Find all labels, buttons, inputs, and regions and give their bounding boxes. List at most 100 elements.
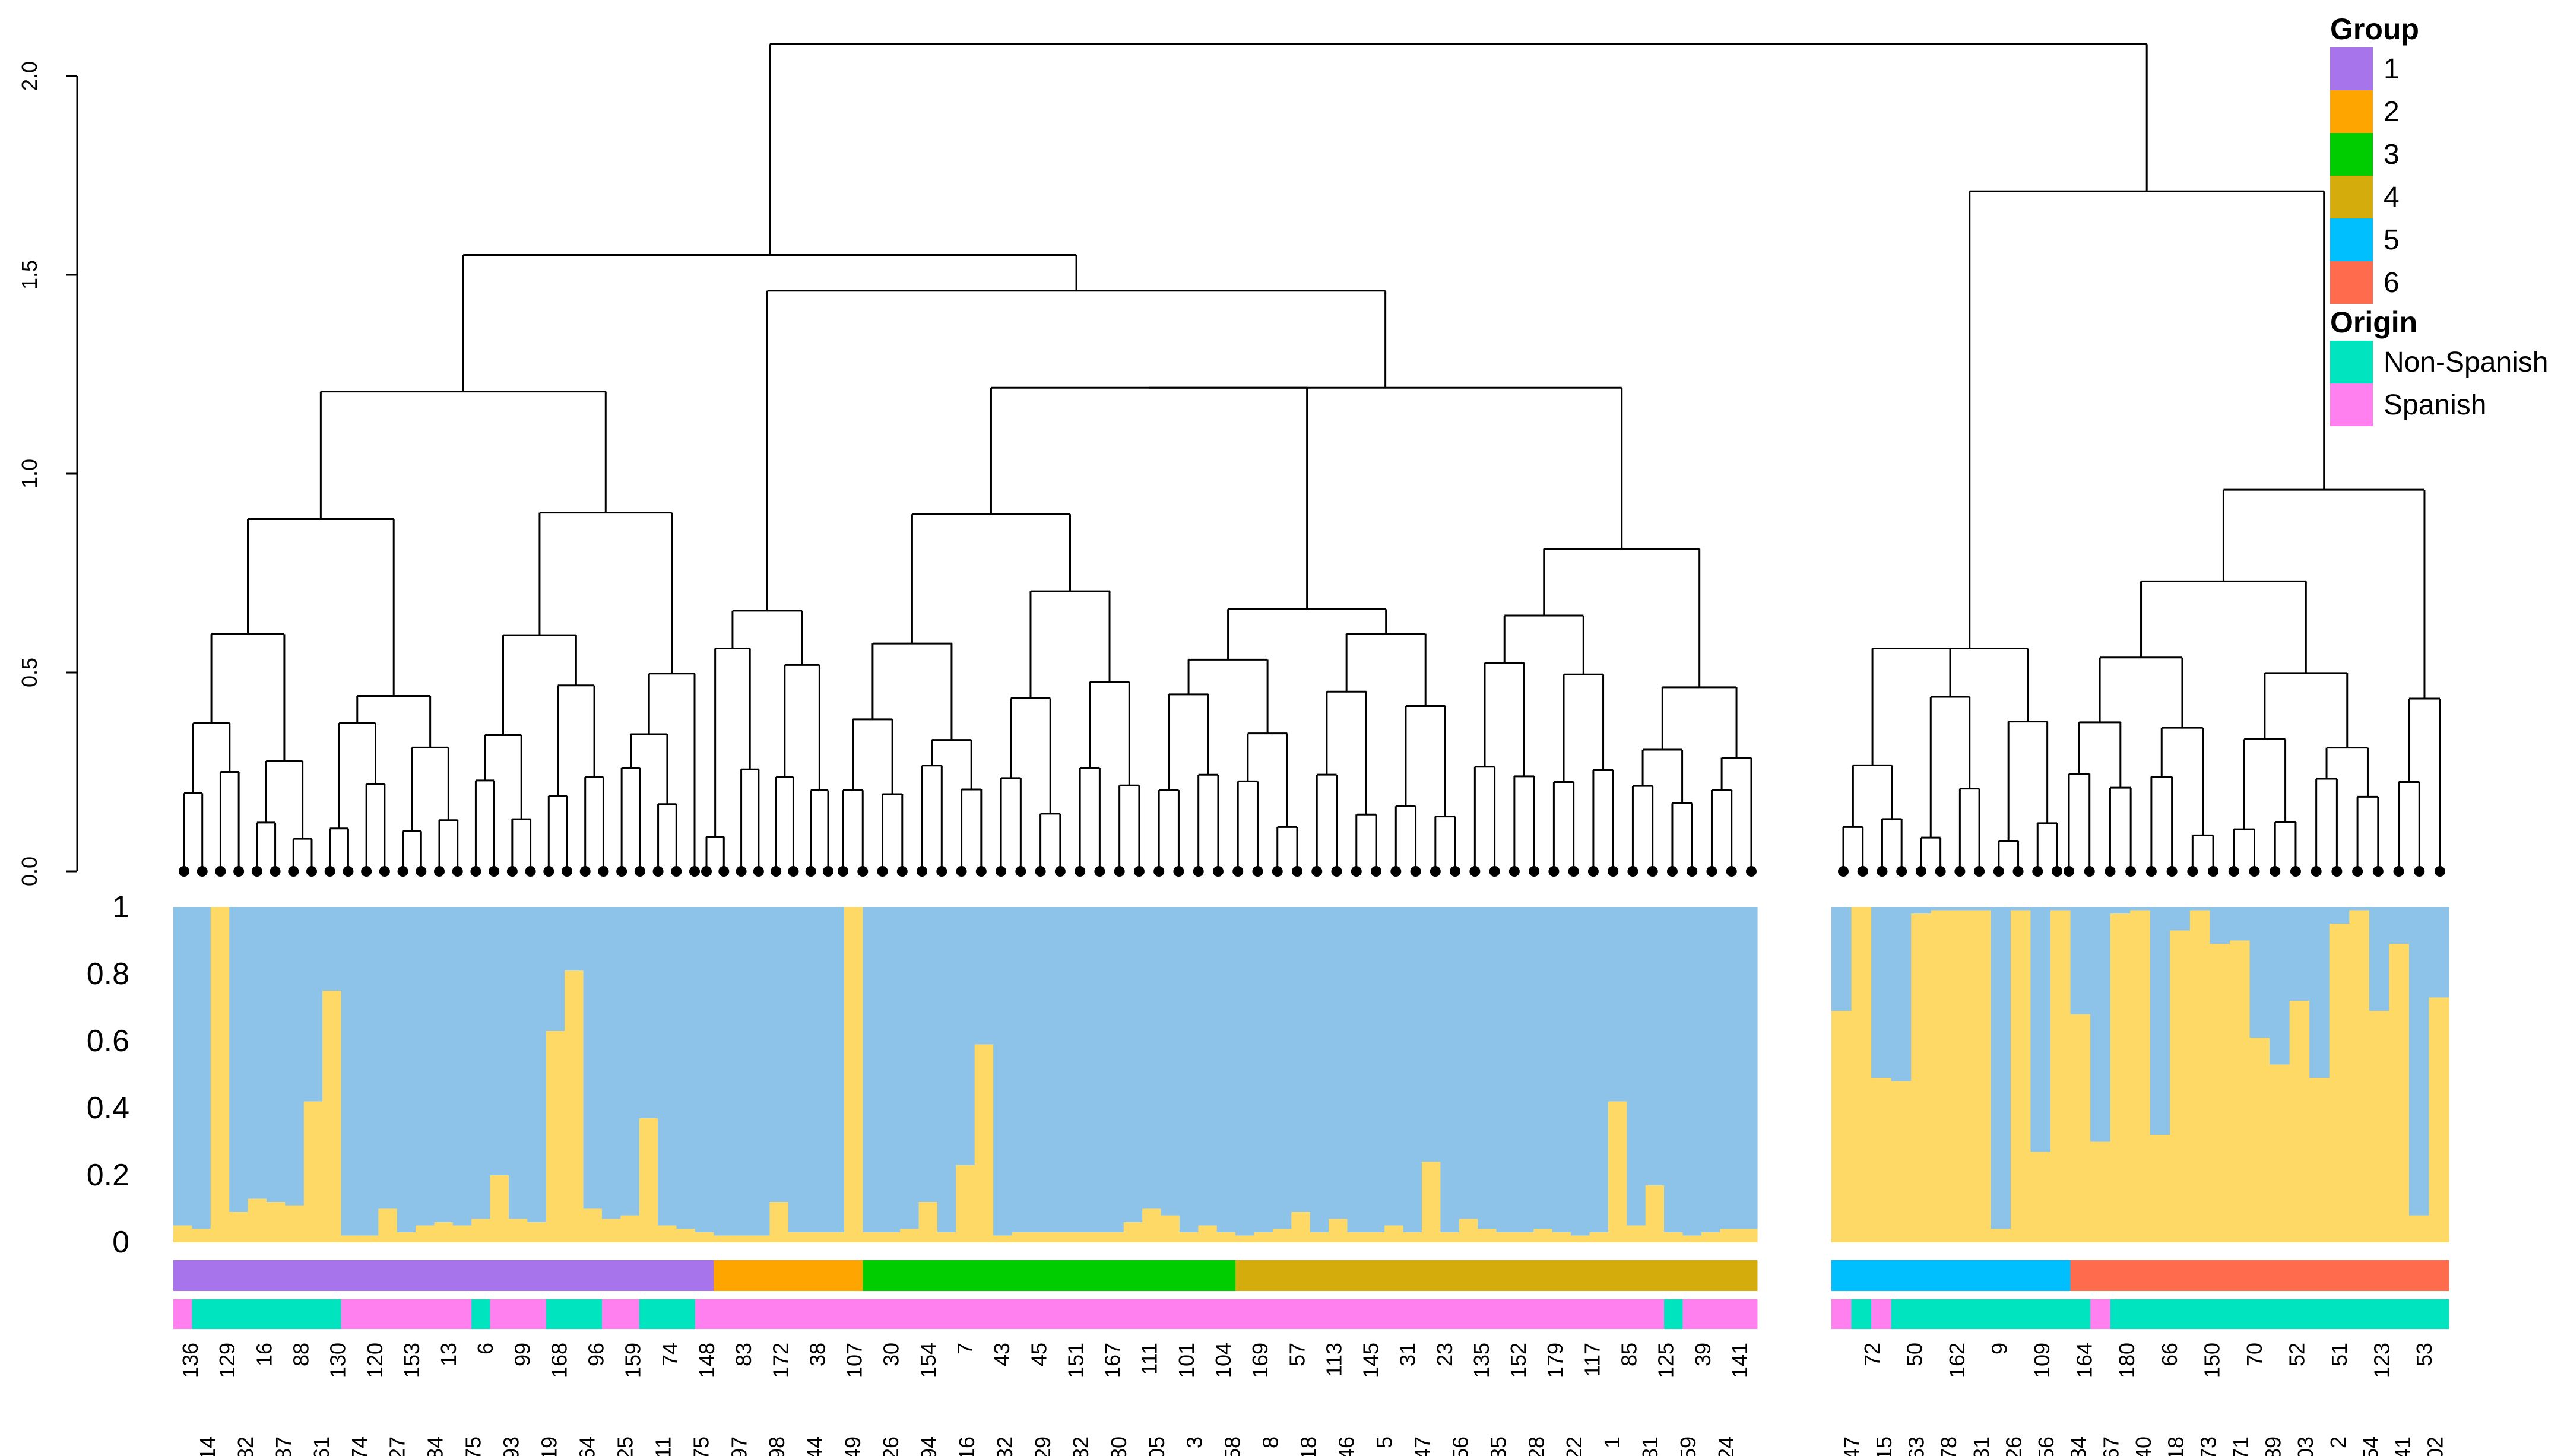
ancestry-bar-plot [173,907,2449,1242]
bar-segment-b [1179,907,1199,1233]
sample-label: 57 [1285,1343,1309,1366]
bar-segment-b [1030,907,1050,1233]
bar-segment-b [769,907,789,1203]
sample-label: 54 [2358,1436,2382,1456]
legend-label: 4 [2384,181,2400,213]
bar-segment-a [1589,1232,1609,1242]
sample-label: 88 [289,1343,313,1366]
bar-segment-a [2050,910,2071,1242]
bar-segment-b [1347,907,1367,1233]
bar-segment-a [434,1222,454,1242]
bar-y-tick-label: 0.6 [87,1024,129,1058]
bar-segment-b [1589,907,1609,1233]
sample-label: 41 [2391,1436,2415,1456]
bar-segment-b [1831,907,1852,1011]
legend-swatch [2330,383,2373,426]
bar-segment-b [1931,907,1951,911]
sample-label: 7 [953,1343,977,1355]
bar-segment-a [1403,1232,1422,1242]
legend-swatch [2330,176,2373,218]
legend-origin-spanish: Spanish [2330,383,2562,426]
bar-segment-b [1627,907,1646,1226]
bar-segment-a [1067,1232,1087,1242]
bar-segment-b [2189,907,2211,911]
bar-segment-b [1608,907,1627,1102]
sample-label: 94 [917,1436,941,1456]
group-strip-segment [714,1260,863,1291]
sample-label: 67 [2099,1436,2123,1456]
sample-label: 99 [510,1343,534,1366]
group-strip-segment [1831,1260,2071,1291]
bar-segment-a [2090,1141,2111,1242]
bar-segment-b [1664,907,1684,1233]
bar-segment-b [1682,907,1702,1236]
bar-segment-a [490,1175,509,1242]
bar-segment-a [2010,910,2031,1242]
sample-label: 43 [990,1343,1014,1366]
y-tick-label: 0.5 [17,658,42,687]
bar-segment-b [378,907,398,1209]
sample-label: 32 [993,1436,1017,1456]
sample-label: 45 [1026,1343,1051,1366]
sample-label: 97 [727,1436,751,1456]
sample-label: 80 [1107,1436,1131,1456]
bar-segment-b [937,907,956,1233]
legend-label: Spanish [2384,389,2487,421]
bar-segment-b [639,907,658,1118]
bar-segment-b [1291,907,1311,1213]
bar-segment-a [416,1225,435,1242]
bar-segment-b [397,907,416,1233]
bar-segment-a [1347,1232,1367,1242]
bar-segment-b [359,907,379,1236]
sample-label: 162 [1945,1343,1969,1378]
bar-segment-a [2210,944,2230,1242]
bar-segment-a [378,1208,398,1242]
bar-segment-a [900,1229,920,1242]
bar-segment-b [434,907,454,1223]
bar-segment-a [1198,1225,1218,1242]
bar-segment-a [1645,1185,1665,1242]
sample-label: 168 [547,1343,571,1378]
sample-label: 134 [2067,1436,2091,1456]
bar-segment-a [583,1208,603,1242]
sample-label: 113 [1321,1343,1346,1376]
bar-segment-a [1310,1232,1329,1242]
sample-label: 141 [1728,1343,1752,1378]
sample-label: 109 [2030,1343,2054,1378]
dendrogram-y-axis: 0.0 0.5 1.0 1.5 2.0 [17,61,78,886]
bar-segment-b [303,907,323,1102]
sample-label: 44 [803,1436,827,1456]
sample-label: 136 [178,1343,202,1378]
sample-label: 167 [1101,1343,1125,1378]
bar-segment-b [1871,907,1892,1078]
bar-segment-b [1422,907,1441,1162]
bar-segment-a [732,1235,752,1242]
bar-segment-a [1571,1235,1590,1242]
sample-label: 1 [1600,1436,1624,1448]
bar-segment-a [1911,913,1932,1242]
legend-swatch [2330,90,2373,133]
origin-strip-segment [1871,1299,1892,1329]
bar-segment-a [695,1232,714,1242]
bar-segment-b [620,907,640,1216]
bar-segment-b [2130,907,2151,911]
legend-swatch [2330,261,2373,304]
y-tick-label: 2.0 [17,61,42,91]
sample-label: 103 [2293,1436,2318,1456]
sample-label: 83 [731,1343,756,1366]
legend-group-5: 5 [2330,218,2562,261]
bar-segment-a [2170,930,2191,1242]
bar-segment-a [601,1219,621,1242]
legend-swatch [2330,47,2373,90]
sample-label: 169 [1248,1343,1272,1378]
bar-segment-a [1891,1081,1912,1242]
bar-segment-b [676,907,696,1229]
bar-segment-b [900,907,920,1229]
bar-segment-a [2110,913,2131,1242]
sample-label: 180 [2115,1343,2139,1378]
sample-label: 53 [2412,1343,2436,1366]
bar-segment-b [1254,907,1273,1233]
bar-segment-b [266,907,286,1203]
legend-group-3: 3 [2330,133,2562,176]
bar-segment-b [658,907,677,1226]
